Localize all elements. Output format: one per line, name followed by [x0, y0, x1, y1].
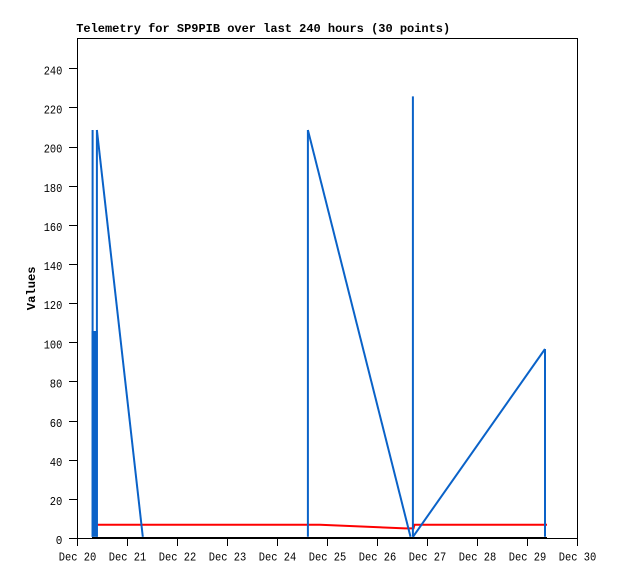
- svg-text:Dec 29: Dec 29: [509, 551, 547, 565]
- svg-text:180: 180: [44, 182, 63, 196]
- svg-text:80: 80: [50, 377, 63, 391]
- svg-text:Dec 20: Dec 20: [59, 551, 97, 565]
- svg-text:Dec 30: Dec 30: [559, 551, 597, 565]
- svg-text:0: 0: [56, 534, 63, 548]
- svg-text:Dec 25: Dec 25: [309, 551, 347, 565]
- svg-text:240: 240: [44, 64, 63, 78]
- svg-text:60: 60: [50, 417, 63, 431]
- svg-text:Dec 26: Dec 26: [359, 551, 397, 565]
- svg-text:Dec 27: Dec 27: [409, 551, 447, 565]
- svg-text:Dec 23: Dec 23: [209, 551, 247, 565]
- svg-text:200: 200: [44, 143, 63, 157]
- svg-text:20: 20: [50, 495, 63, 509]
- svg-text:40: 40: [50, 456, 63, 470]
- svg-text:Values: Values: [25, 266, 39, 310]
- svg-text:100: 100: [44, 338, 63, 352]
- svg-text:220: 220: [44, 104, 63, 118]
- svg-text:Dec 22: Dec 22: [159, 551, 197, 565]
- svg-text:Dec 21: Dec 21: [109, 551, 147, 565]
- svg-text:Dec 28: Dec 28: [459, 551, 497, 565]
- svg-text:120: 120: [44, 299, 63, 313]
- svg-text:Telemetry for SP9PIB over last: Telemetry for SP9PIB over last 240 hours…: [76, 22, 450, 36]
- svg-text:160: 160: [44, 221, 63, 235]
- svg-text:Dec 24: Dec 24: [259, 551, 297, 565]
- svg-text:140: 140: [44, 260, 63, 274]
